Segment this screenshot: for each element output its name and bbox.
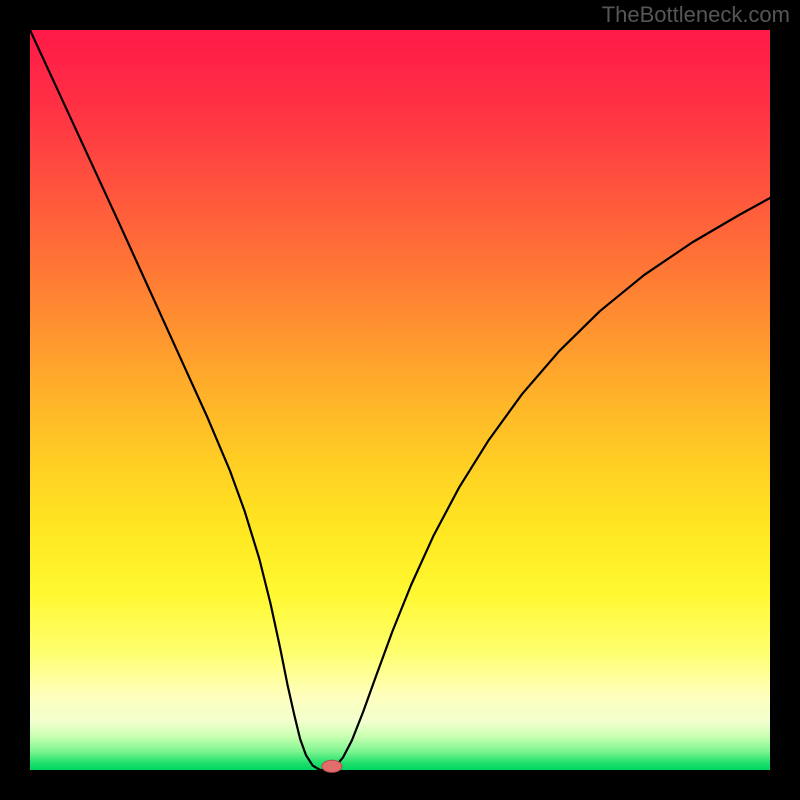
chart-container: TheBottleneck.com <box>0 0 800 800</box>
bottleneck-chart <box>0 0 800 800</box>
chart-plot-background <box>30 30 770 770</box>
optimal-point-marker <box>322 760 342 772</box>
watermark-text: TheBottleneck.com <box>602 2 790 28</box>
